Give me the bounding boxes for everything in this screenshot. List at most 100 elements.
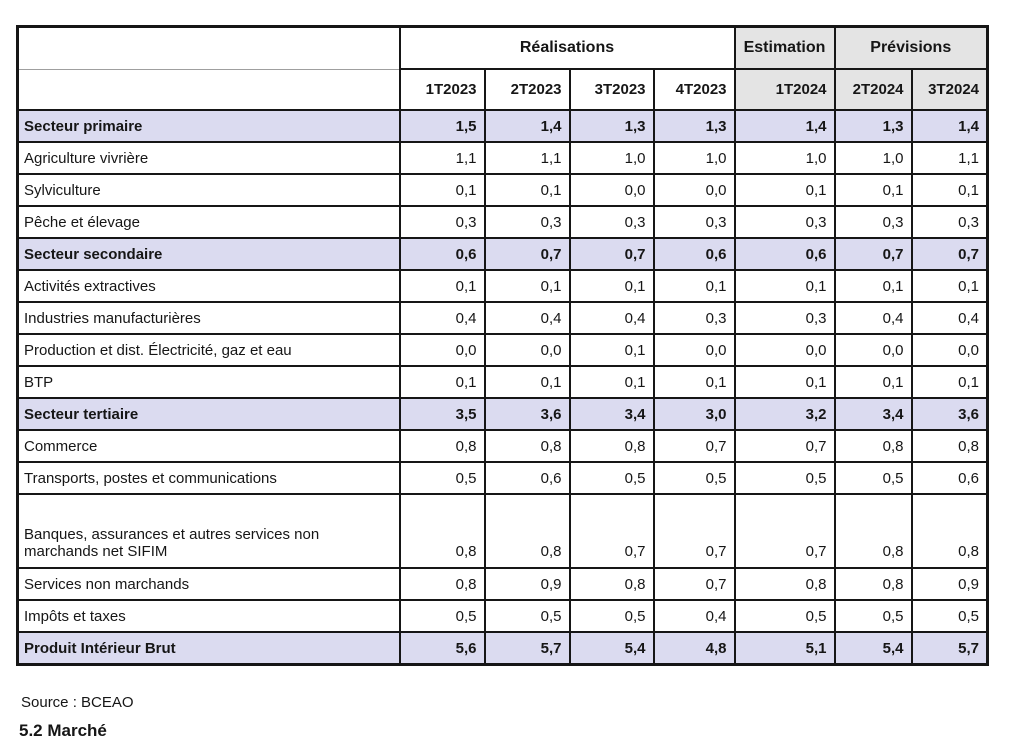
cell-value: 0,8 — [833, 429, 913, 463]
cell-value: 3,5 — [398, 397, 486, 431]
table-row: Produit Intérieur Brut 5,6 5,7 5,4 4,8 5,1 5,4… — [16, 631, 989, 666]
next-section-heading-clipped: 5.2 Marché — [19, 721, 107, 736]
cell-value: 0,1 — [733, 173, 836, 207]
cell-value: 0,9 — [483, 567, 571, 601]
cell-value: 0,5 — [568, 461, 655, 495]
cell-value: 0,1 — [568, 269, 655, 303]
table-row: Transports, postes et communications 0,5 0… — [16, 461, 989, 495]
cell-value: 0,3 — [398, 205, 486, 239]
cell-value: 0,8 — [483, 493, 571, 569]
cell-value: 1,0 — [568, 141, 655, 175]
cell-value: 0,1 — [398, 365, 486, 399]
cell-value: 0,8 — [568, 567, 655, 601]
table-row: Commerce 0,8 0,8 0,8 0,7 0,7 0,8 0,8 — [16, 429, 989, 463]
cell-value: 0,8 — [910, 429, 989, 463]
table-row: Industries manufacturières 0,4 0,4 0,4 0,3 0,… — [16, 301, 989, 335]
cell-value: 0,5 — [398, 599, 486, 633]
corner-cell-bottom — [16, 68, 401, 111]
group-header-previsions: Prévisions — [833, 25, 989, 70]
table-row: BTP 0,1 0,1 0,1 0,1 0,1 0,1 0,1 — [16, 365, 989, 399]
table-row: Secteur tertiaire 3,5 3,6 3,4 3,0 3,2 3,4 3,6 — [16, 397, 989, 431]
cell-value: 0,7 — [568, 493, 655, 569]
table-row: Services non marchands 0,8 0,9 0,8 0,7 0,8 0,8… — [16, 567, 989, 601]
table-row: Production et dist. Électricité, gaz et … — [16, 333, 989, 367]
column-header-3t2023: 3T2023 — [568, 68, 655, 111]
row-label: Secteur secondaire — [16, 237, 401, 271]
cell-value: 0,8 — [733, 567, 836, 601]
cell-value: 0,3 — [733, 301, 836, 335]
cell-value: 0,1 — [483, 173, 571, 207]
cell-value: 0,1 — [568, 365, 655, 399]
cell-value: 0,7 — [733, 493, 836, 569]
column-header-1t2024: 1T2024 — [733, 68, 836, 111]
group-header-row: Réalisations Estimation Prévisions — [16, 25, 989, 70]
cell-value: 0,6 — [652, 237, 736, 271]
cell-value: 0,6 — [483, 461, 571, 495]
quarter-header-row: 1T2023 2T2023 3T2023 4T2023 1T2024 2T202… — [16, 68, 989, 111]
table-row: Activités extractives 0,1 0,1 0,1 0,1 0,1 0,1 0… — [16, 269, 989, 303]
column-header-2t2024: 2T2024 — [833, 68, 913, 111]
cell-value: 0,8 — [398, 429, 486, 463]
table-row: Sylviculture 0,1 0,1 0,0 0,0 0,1 0,1 0,1 — [16, 173, 989, 207]
cell-value: 5,4 — [568, 631, 655, 666]
cell-value: 0,7 — [652, 567, 736, 601]
gdp-sector-table: Réalisations Estimation Prévisions 1T202… — [16, 25, 989, 666]
cell-value: 0,5 — [733, 461, 836, 495]
cell-value: 0,8 — [398, 567, 486, 601]
cell-value: 0,0 — [398, 333, 486, 367]
cell-value: 0,7 — [833, 237, 913, 271]
cell-value: 1,0 — [733, 141, 836, 175]
cell-value: 0,3 — [652, 205, 736, 239]
row-label: BTP — [16, 365, 401, 399]
table-row: Agriculture vivrière 1,1 1,1 1,0 1,0 1,0 1,0 1,… — [16, 141, 989, 175]
cell-value: 0,3 — [483, 205, 571, 239]
cell-value: 0,1 — [568, 333, 655, 367]
cell-value: 0,5 — [833, 461, 913, 495]
cell-value: 0,1 — [652, 269, 736, 303]
cell-value: 0,1 — [483, 269, 571, 303]
cell-value: 0,1 — [910, 173, 989, 207]
cell-value: 1,3 — [568, 109, 655, 143]
row-label: Banques, assurances et autres services n… — [16, 493, 401, 569]
cell-value: 0,7 — [483, 237, 571, 271]
cell-value: 0,0 — [568, 173, 655, 207]
row-label: Produit Intérieur Brut — [16, 631, 401, 666]
cell-value: 0,5 — [398, 461, 486, 495]
cell-value: 0,3 — [568, 205, 655, 239]
cell-value: 0,6 — [910, 461, 989, 495]
cell-value: 3,4 — [833, 397, 913, 431]
cell-value: 0,5 — [833, 599, 913, 633]
cell-value: 1,1 — [398, 141, 486, 175]
cell-value: 0,7 — [652, 429, 736, 463]
cell-value: 0,7 — [733, 429, 836, 463]
cell-value: 0,3 — [733, 205, 836, 239]
cell-value: 0,0 — [833, 333, 913, 367]
source-note: Source : BCEAO — [21, 694, 134, 711]
cell-value: 3,2 — [733, 397, 836, 431]
cell-value: 0,4 — [568, 301, 655, 335]
cell-value: 0,1 — [833, 269, 913, 303]
cell-value: 0,1 — [910, 365, 989, 399]
column-header-1t2023: 1T2023 — [398, 68, 486, 111]
cell-value: 0,8 — [910, 493, 989, 569]
cell-value: 4,8 — [652, 631, 736, 666]
cell-value: 0,6 — [398, 237, 486, 271]
row-label: Secteur tertiaire — [16, 397, 401, 431]
group-header-realisations: Réalisations — [398, 25, 736, 70]
cell-value: 0,8 — [833, 567, 913, 601]
cell-value: 0,5 — [652, 461, 736, 495]
cell-value: 0,4 — [652, 599, 736, 633]
group-header-estimation: Estimation — [733, 25, 836, 70]
table-row: Pêche et élevage 0,3 0,3 0,3 0,3 0,3 0,3 0,3 — [16, 205, 989, 239]
cell-value: 0,1 — [398, 173, 486, 207]
cell-value: 1,5 — [398, 109, 486, 143]
row-label: Impôts et taxes — [16, 599, 401, 633]
table-body: Secteur primaire 1,5 1,4 1,3 1,3 1,4 1,3 1,4 Agr… — [16, 109, 989, 666]
cell-value: 0,1 — [833, 365, 913, 399]
table-row: Secteur secondaire 0,6 0,7 0,7 0,6 0,6 0,7 0,7 — [16, 237, 989, 271]
row-label: Production et dist. Électricité, gaz et … — [16, 333, 401, 367]
cell-value: 0,8 — [833, 493, 913, 569]
cell-value: 0,3 — [910, 205, 989, 239]
cell-value: 1,3 — [833, 109, 913, 143]
cell-value: 0,8 — [483, 429, 571, 463]
